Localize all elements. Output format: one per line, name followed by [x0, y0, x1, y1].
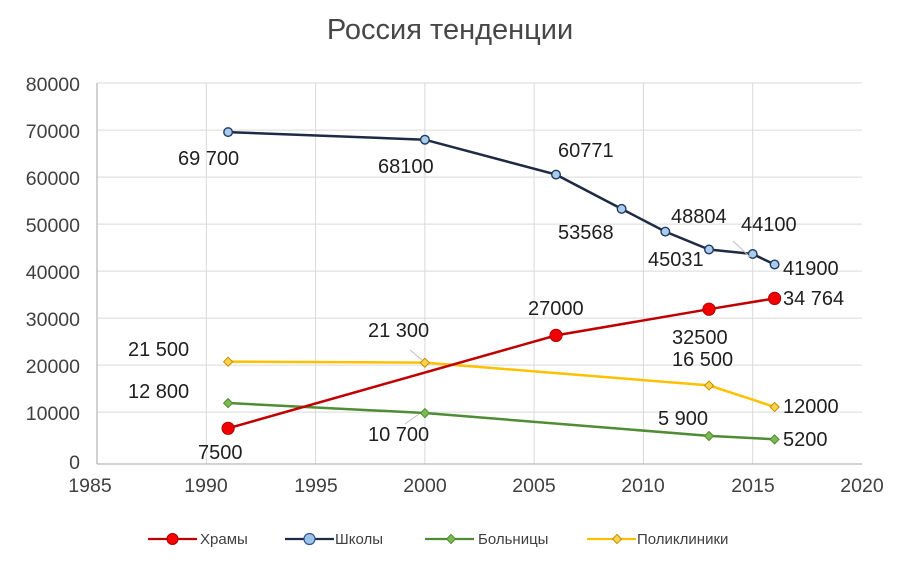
svg-text:Храмы: Храмы [200, 531, 248, 548]
svg-text:Школы: Школы [335, 531, 383, 548]
svg-text:Больницы: Больницы [478, 531, 548, 548]
svg-text:Поликлиники: Поликлиники [637, 531, 728, 548]
